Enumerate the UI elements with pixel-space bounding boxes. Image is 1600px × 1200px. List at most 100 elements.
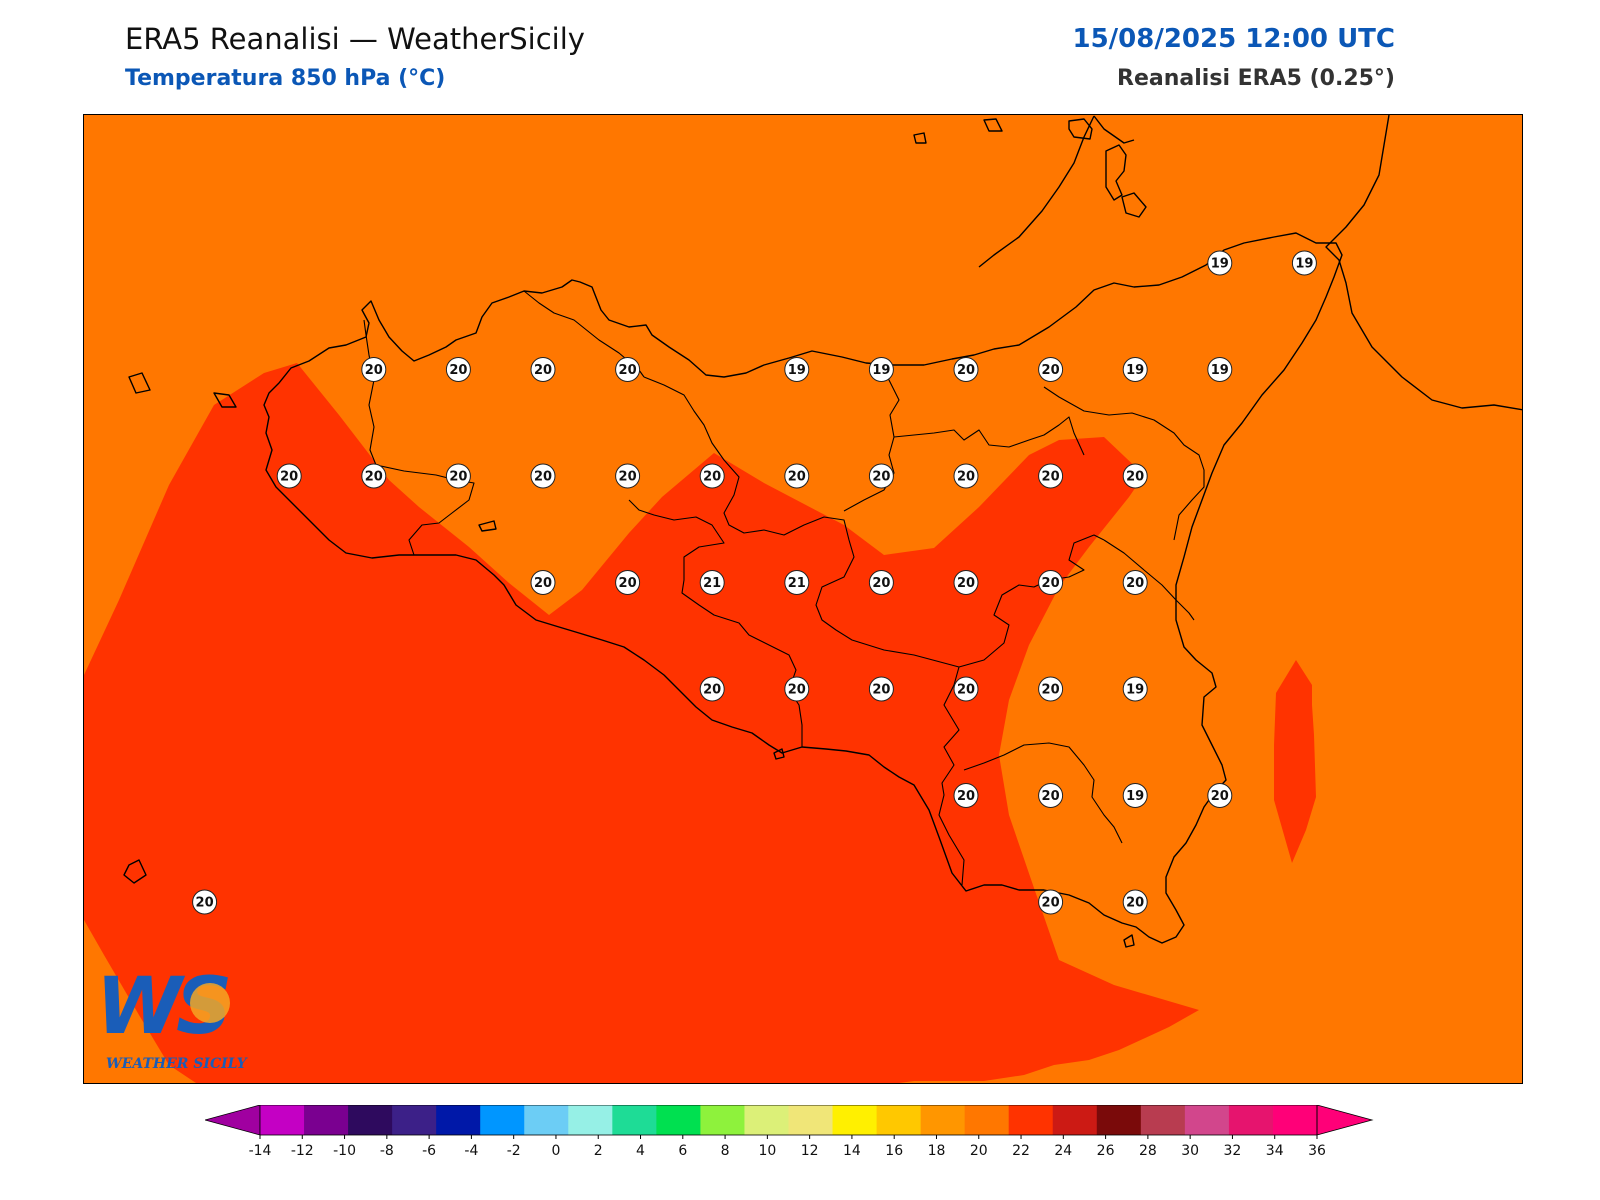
colorbar-tick-label: 12 (801, 1143, 819, 1159)
grid-value-label: 20 (1038, 463, 1064, 489)
grid-value-label: 20 (953, 463, 979, 489)
grid-value-label: 20 (868, 676, 894, 702)
svg-text:20: 20 (957, 363, 975, 378)
svg-text:20: 20 (619, 470, 637, 485)
colorbar-box (964, 1105, 1010, 1135)
colorbar-tick-label: 34 (1266, 1143, 1284, 1159)
colorbar-tick-label: -8 (380, 1143, 394, 1159)
grid-value-label: 20 (699, 463, 725, 489)
temperature-map: 19 19 20 20 20 20 19 19 20 20 19 19 20 20 20 20 20 20 20 20… (83, 114, 1523, 1084)
svg-text:19: 19 (1126, 683, 1144, 698)
colorbar-tick-label: -12 (291, 1143, 314, 1159)
svg-text:20: 20 (957, 470, 975, 485)
colorbar-box (436, 1105, 481, 1135)
colorbar-tick-label: -4 (464, 1143, 478, 1159)
colorbar-box (1184, 1105, 1230, 1135)
svg-text:20: 20 (703, 470, 721, 485)
grid-value-label: 19 (784, 357, 810, 382)
grid-value-label: 20 (615, 463, 641, 489)
colorbar-tick-label: 0 (551, 1143, 560, 1159)
colorbar-tick-label: 20 (970, 1143, 988, 1159)
svg-text:19: 19 (1211, 363, 1229, 378)
colorbar-box (1228, 1105, 1274, 1135)
svg-text:20: 20 (957, 576, 975, 591)
grid-value-label: 20 (615, 357, 641, 382)
field-20-22-east (1274, 660, 1316, 863)
svg-text:19: 19 (1211, 257, 1229, 272)
grid-value-label: 21 (699, 570, 725, 595)
colorbar-tick-label: 26 (1097, 1143, 1115, 1159)
data-source: Reanalisi ERA5 (0.25°) (1117, 66, 1395, 91)
colorbar-tick-label: 28 (1139, 1143, 1157, 1159)
colorbar-over-extension (1316, 1105, 1374, 1136)
grid-value-label: 20 (361, 357, 387, 382)
svg-text:20: 20 (1042, 470, 1060, 485)
svg-text:20: 20 (1042, 363, 1060, 378)
svg-text:20: 20 (703, 683, 721, 698)
colorbar-tick-label: 32 (1224, 1143, 1242, 1159)
svg-text:20: 20 (788, 470, 806, 485)
colorbar-box (700, 1105, 745, 1135)
svg-text:20: 20 (872, 683, 890, 698)
colorbar: -14 -12 -10 -8 -6 -4 -2 0 2 4 6 8 10 12 14 16 18 20 22 24 26… (205, 1105, 1374, 1159)
grid-value-label: 20 (1038, 889, 1064, 915)
svg-text:20: 20 (1126, 576, 1144, 591)
colorbar-box (524, 1105, 569, 1135)
colorbar-tick-label: 4 (636, 1143, 645, 1159)
grid-value-label: 21 (784, 570, 810, 595)
grid-value-label: 20 (1038, 570, 1064, 595)
colorbar-tick-label: 14 (843, 1143, 861, 1159)
grid-value-label: 20 (530, 570, 556, 595)
valid-datetime: 15/08/2025 12:00 UTC (1072, 24, 1395, 54)
svg-text:20: 20 (1042, 576, 1060, 591)
colorbar-tick-label: 22 (1012, 1143, 1030, 1159)
svg-text:19: 19 (1126, 789, 1144, 804)
colorbar-box (304, 1105, 349, 1135)
colorbar-box (612, 1105, 657, 1135)
colorbar-tick-label: -10 (333, 1143, 356, 1159)
svg-text:20: 20 (788, 683, 806, 698)
colorbar-tick-label: 2 (594, 1143, 603, 1159)
grid-value-label: 20 (1038, 783, 1064, 808)
svg-text:20: 20 (365, 363, 383, 378)
colorbar-box (348, 1105, 393, 1135)
grid-value-label: 20 (868, 463, 894, 489)
logo-text: WEATHER SICILY (106, 1056, 249, 1072)
svg-text:20: 20 (1042, 683, 1060, 698)
grid-value-label: 20 (1122, 570, 1148, 595)
grid-value-label: 19 (868, 357, 894, 382)
svg-text:20: 20 (957, 683, 975, 698)
grid-value-label: 20 (615, 570, 641, 595)
colorbar-tick-label: 10 (758, 1143, 776, 1159)
grid-value-label: 20 (530, 357, 556, 382)
grid-value-label: 19 (1122, 783, 1148, 808)
colorbar-box (260, 1105, 305, 1135)
grid-value-label: 20 (953, 357, 979, 382)
colorbar-box (1052, 1105, 1098, 1135)
colorbar-box (832, 1105, 878, 1135)
grid-value-labels: 19 19 20 20 20 20 19 19 20 20 19 19 20 20 20 20 20 20 20 20… (192, 250, 1317, 915)
grid-value-label: 20 (445, 463, 471, 489)
field-20-22-west (84, 363, 1199, 1083)
svg-text:20: 20 (619, 363, 637, 378)
map-subtitle: Temperatura 850 hPa (°C) (125, 66, 446, 91)
colorbar-box (1272, 1105, 1318, 1135)
grid-value-label: 20 (953, 783, 979, 808)
svg-text:20: 20 (1042, 896, 1060, 911)
svg-text:20: 20 (534, 363, 552, 378)
colorbar-box (656, 1105, 701, 1135)
coastline-sicily (123, 115, 1522, 948)
colorbar-box (1140, 1105, 1186, 1135)
grid-value-label: 19 (1122, 357, 1148, 382)
svg-text:20: 20 (196, 896, 214, 911)
svg-text:20: 20 (1126, 470, 1144, 485)
colorbar-under-extension (205, 1105, 261, 1136)
colorbar-tick-label: 30 (1181, 1143, 1199, 1159)
svg-text:20: 20 (449, 363, 467, 378)
svg-text:20: 20 (365, 470, 383, 485)
svg-text:21: 21 (703, 576, 721, 591)
svg-text:20: 20 (280, 470, 298, 485)
colorbar-tick-label: 8 (721, 1143, 730, 1159)
svg-text:19: 19 (1295, 257, 1313, 272)
map-title: ERA5 Reanalisi — WeatherSicily (125, 22, 585, 56)
